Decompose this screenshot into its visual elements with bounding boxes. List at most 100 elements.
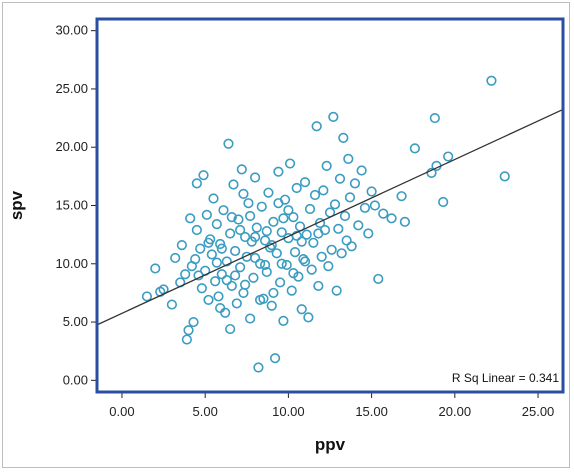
data-point xyxy=(366,186,377,197)
data-point xyxy=(339,210,351,222)
data-point xyxy=(271,248,282,259)
data-point xyxy=(215,302,226,314)
data-point xyxy=(323,261,334,272)
data-point xyxy=(336,248,347,259)
data-point xyxy=(268,216,279,227)
data-point xyxy=(141,291,153,302)
data-point xyxy=(250,252,261,264)
y-tick-label: 5.00 xyxy=(63,314,88,329)
data-point xyxy=(261,226,272,237)
data-point xyxy=(278,213,289,224)
data-point xyxy=(409,143,420,154)
data-point xyxy=(233,214,244,225)
data-point xyxy=(308,237,319,248)
data-point xyxy=(299,177,311,188)
x-tick-label: 5.00 xyxy=(193,404,218,419)
data-point xyxy=(318,185,329,196)
y-tick-label: 15.00 xyxy=(55,198,88,213)
data-point xyxy=(304,203,316,215)
data-point xyxy=(235,262,246,273)
x-tick-label: 20.00 xyxy=(439,404,472,419)
axes-layer: 0.00 5.00 10.00 15.00 20.00 25.00 30.00 0.00 5.0… xyxy=(55,23,554,419)
data-point xyxy=(250,172,261,183)
data-point xyxy=(230,245,241,257)
data-point xyxy=(299,256,311,267)
data-point xyxy=(203,237,214,248)
data-point xyxy=(286,285,297,296)
data-point xyxy=(266,240,277,251)
data-point xyxy=(309,189,321,201)
data-point xyxy=(238,287,249,299)
x-tick-label: 15.00 xyxy=(355,404,388,419)
data-point xyxy=(363,228,374,239)
data-point xyxy=(386,213,397,224)
data-point xyxy=(250,231,261,243)
data-point xyxy=(316,251,327,262)
data-point xyxy=(268,287,279,299)
data-point xyxy=(263,187,274,198)
data-point xyxy=(221,256,232,267)
data-point xyxy=(334,173,346,184)
data-point xyxy=(190,254,201,265)
data-point xyxy=(346,241,357,252)
data-point xyxy=(399,216,410,227)
data-point xyxy=(245,313,256,324)
data-point xyxy=(356,165,367,176)
data-point xyxy=(288,268,299,279)
data-point xyxy=(218,205,229,216)
data-point xyxy=(326,244,337,255)
data-point xyxy=(328,111,339,123)
data-point xyxy=(183,325,194,336)
data-point xyxy=(311,121,322,132)
data-point xyxy=(221,275,232,286)
data-point xyxy=(276,258,287,269)
data-point xyxy=(486,75,497,86)
x-tick-label: 25.00 xyxy=(522,404,555,419)
data-point xyxy=(274,277,286,288)
data-point xyxy=(195,243,206,254)
data-point xyxy=(298,254,309,265)
data-point xyxy=(499,171,510,182)
data-point xyxy=(180,269,191,280)
data-point xyxy=(255,294,266,306)
data-point xyxy=(150,263,161,274)
data-point xyxy=(396,191,407,202)
data-point xyxy=(245,210,256,222)
data-point xyxy=(176,240,187,251)
data-point xyxy=(296,304,307,315)
data-point xyxy=(211,257,222,268)
data-point xyxy=(236,164,247,175)
data-point xyxy=(226,280,237,292)
data-point xyxy=(216,243,227,254)
data-point xyxy=(261,266,272,278)
fit-line xyxy=(96,108,564,326)
data-point xyxy=(170,252,181,264)
data-point xyxy=(213,291,224,302)
data-point xyxy=(276,227,287,238)
data-point xyxy=(343,153,354,164)
data-point xyxy=(303,312,314,323)
data-point xyxy=(369,200,381,211)
x-tick-label: 0.00 xyxy=(109,404,134,419)
data-point xyxy=(429,112,440,124)
data-point xyxy=(306,264,317,275)
data-point xyxy=(256,201,267,212)
data-point xyxy=(378,208,389,219)
data-point xyxy=(283,205,294,216)
r-squared-annotation: R Sq Linear = 0.341 xyxy=(452,371,559,385)
data-point xyxy=(223,138,234,149)
data-point xyxy=(289,247,301,258)
data-point xyxy=(353,220,364,231)
data-point xyxy=(313,228,324,239)
data-point xyxy=(259,259,271,271)
data-point xyxy=(206,249,217,260)
y-tick-label: 30.00 xyxy=(55,23,88,38)
data-point xyxy=(225,228,236,239)
data-point xyxy=(188,316,199,328)
data-point xyxy=(284,158,296,169)
data-point xyxy=(443,151,454,162)
data-point xyxy=(281,259,292,271)
data-point xyxy=(211,219,222,230)
data-point xyxy=(288,212,299,223)
data-point xyxy=(240,279,251,290)
